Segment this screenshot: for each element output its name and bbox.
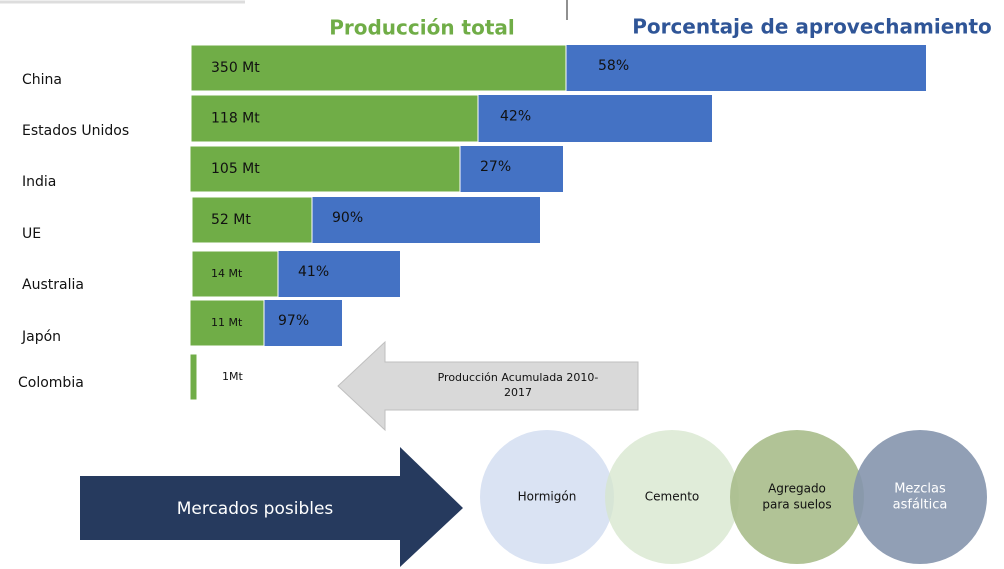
- share-label: 97%: [278, 313, 309, 329]
- production-label: 350 Mt: [211, 60, 260, 76]
- country-label: Australia: [22, 277, 84, 293]
- production-bar: [189, 145, 461, 193]
- market-label: Mezclas: [894, 482, 946, 497]
- share-label: 90%: [332, 210, 363, 226]
- header-right: Porcentaje de aprovechamiento: [632, 15, 992, 39]
- gray-arrow: [337, 340, 639, 432]
- production-label: 118 Mt: [211, 111, 260, 127]
- market-circle: [605, 430, 739, 564]
- share-label: 42%: [500, 109, 531, 125]
- market-circles: Hormigón Cemento Agregado para suelos Mezcla…: [480, 430, 987, 564]
- share-bar: [264, 300, 342, 346]
- markets-title: Mercados posibles: [177, 499, 334, 519]
- production-label: 11 Mt: [211, 316, 243, 329]
- share-label: 41%: [298, 264, 329, 280]
- share-bar: [478, 95, 712, 142]
- market-label: Cemento: [645, 490, 700, 504]
- arrow-note: Producción Acumulada 2010-: [438, 371, 599, 384]
- market-circle: [730, 430, 864, 564]
- production-bar: [191, 250, 279, 298]
- market-circle: [480, 430, 614, 564]
- country-label: China: [22, 72, 62, 88]
- market-label: Hormigón: [518, 490, 577, 504]
- markets-arrow: [80, 447, 463, 567]
- country-label: Japón: [21, 329, 61, 345]
- production-bar: [190, 44, 567, 92]
- production-label: 14 Mt: [211, 267, 243, 280]
- header-left: Producción total: [329, 16, 515, 40]
- share-label: 27%: [480, 159, 511, 175]
- country-label: Colombia: [18, 375, 84, 391]
- production-bar: [190, 94, 479, 143]
- market-circle: [853, 430, 987, 564]
- country-label: UE: [22, 226, 41, 242]
- share-bar: [566, 45, 926, 91]
- share-bar: [312, 197, 540, 243]
- rows: China 350 Mt 58% Estados Unidos 118 Mt 42% Ind…: [18, 44, 926, 401]
- market-label: Agregado: [768, 482, 826, 496]
- production-label: 52 Mt: [211, 212, 251, 228]
- share-bar: [460, 146, 563, 192]
- production-bar: [189, 353, 198, 401]
- arrow-note: 2017: [504, 386, 532, 399]
- market-label: para suelos: [762, 498, 831, 512]
- share-bar: [278, 251, 400, 297]
- market-label: asfáltica: [893, 498, 948, 513]
- country-label: India: [22, 174, 56, 190]
- production-label: 105 Mt: [211, 161, 260, 177]
- production-bar: [189, 299, 265, 347]
- share-label: 58%: [598, 58, 629, 74]
- production-label: 1Mt: [222, 370, 243, 383]
- production-bar: [191, 196, 313, 244]
- country-label: Estados Unidos: [22, 123, 129, 139]
